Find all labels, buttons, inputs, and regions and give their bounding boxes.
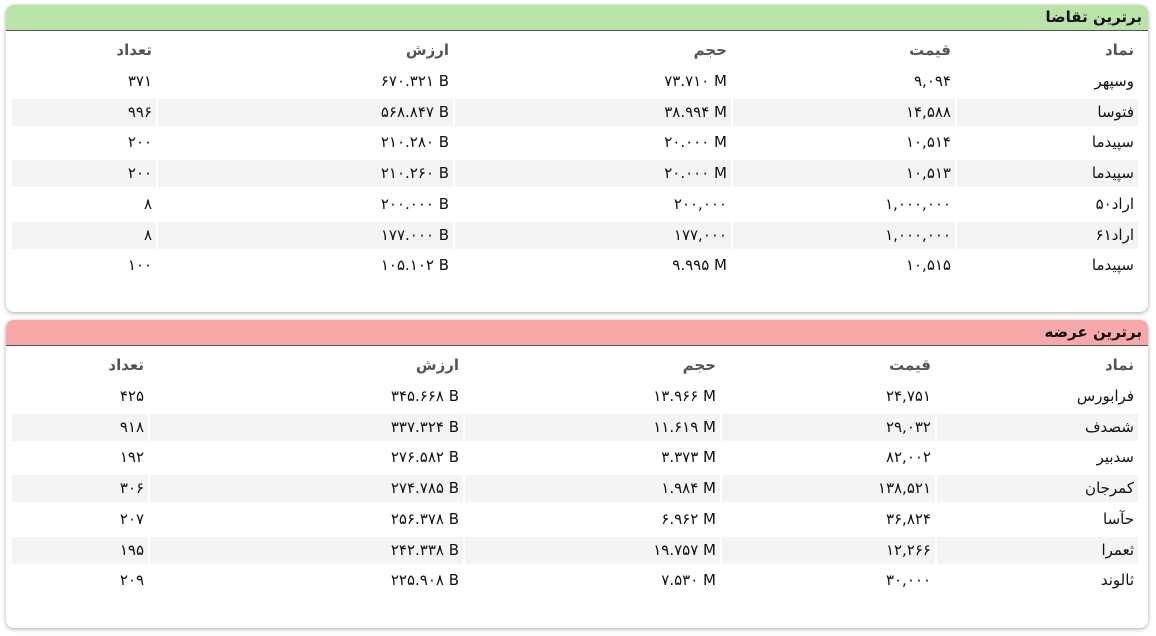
value-cell: ۱۳.۹۶۶ M (653, 387, 716, 405)
symbol-cell: ثعمرا (937, 536, 1138, 564)
symbol-cell: سپیدما (957, 160, 1138, 188)
value-cell: ۲۷۶.۵۸۲ B (390, 448, 459, 467)
value-cell: ۳۴۵.۶۶۸ B (390, 387, 459, 405)
value-cell: ۱۹۵ (12, 536, 148, 564)
table-panel: برترین عرضه نماد قیمت حجم ارزش تعداد فرابورس ۲۴… (6, 320, 1148, 628)
column-header: تعداد (108, 356, 144, 374)
value-cell: ۷۳.۷۱۰ M (664, 72, 727, 90)
value-cell: ۱۰,۵۱۴ (905, 133, 951, 152)
column-header: ارزش (415, 356, 459, 374)
column-header: قیمت (889, 356, 931, 374)
value-cell: ۵۶۸.۸۴۷ B (158, 98, 453, 126)
symbol-cell: سپیدما (1091, 256, 1134, 275)
value-cell: ۲۰۰,۰۰۰ (673, 194, 727, 213)
value-cell: ۸ (143, 194, 152, 213)
value-cell: ۲۷۴.۷۸۵ B (150, 475, 463, 503)
title-bar: برترین تقاضا (6, 5, 1148, 31)
value-cell: ۱۰۰ (127, 256, 152, 275)
value-cell: ۷.۵۳۰ M (661, 571, 716, 590)
value-cell: ۶۷۰.۳۲۱ B (380, 72, 449, 90)
symbol-cell: حآسا (1103, 509, 1134, 528)
value-cell: ۹.۹۹۵ M (672, 256, 727, 275)
value-cell: ۲۰.۰۰۰ M (664, 133, 727, 152)
value-cell: ۲۲۵.۹۰۸ B (390, 571, 459, 590)
value-cell: ۸۲,۰۰۲ (885, 448, 931, 467)
symbol-cell: فتوسا (957, 98, 1138, 126)
column-header: نماد (1104, 356, 1134, 374)
column-header: حجم (693, 41, 727, 59)
value-cell: ۹۹۶ (12, 98, 156, 126)
table-title: برترین عرضه (1044, 323, 1142, 341)
value-cell: ۱۹۲ (119, 448, 144, 467)
column-header: قیمت (909, 41, 951, 59)
value-cell: ۳۸.۹۹۴ M (455, 98, 731, 126)
value-cell: ۶.۹۶۲ M (661, 509, 716, 528)
table-panel: برترین تقاضا نماد قیمت حجم ارزش تعداد وسپهر ۹,۰… (6, 5, 1148, 312)
value-cell: ۱۷۷.۰۰۰ B (158, 221, 453, 249)
value-cell: ۱۱.۶۱۹ M (465, 413, 720, 441)
value-cell: ۲۰۷ (119, 509, 144, 528)
value-cell: ۲۱۰.۲۸۰ B (380, 133, 449, 152)
value-cell: ۲۴,۷۵۱ (885, 387, 931, 405)
value-cell: ۲۹,۰۳۲ (722, 413, 935, 441)
value-cell: ۲۰۰ (127, 133, 152, 152)
value-cell: ۱۰,۵۱۳ (733, 160, 955, 188)
value-cell: ۲۵۶.۳۷۸ B (390, 509, 459, 528)
value-cell: ۳۰۶ (12, 475, 148, 503)
symbol-cell: فرابورس (1076, 387, 1134, 405)
column-header: نماد (1104, 41, 1134, 59)
value-cell: ۱۰۵.۱۰۲ B (380, 256, 449, 275)
value-cell: ۱,۰۰۰,۰۰۰ (885, 194, 951, 213)
symbol-cell: شصدف (937, 413, 1138, 441)
value-cell: ۹۱۸ (12, 413, 148, 441)
value-cell: ۱,۰۰۰,۰۰۰ (733, 221, 955, 249)
value-cell: ۳۶,۸۲۴ (885, 509, 931, 528)
symbol-cell: وسپهر (1094, 72, 1134, 90)
column-header: تعداد (116, 41, 152, 59)
value-cell: ۱.۹۸۴ M (465, 475, 720, 503)
value-cell: ۱۷۷,۰۰۰ (455, 221, 731, 249)
value-cell: ۴۲۵ (119, 387, 144, 405)
symbol-cell: کمرجان (937, 475, 1138, 503)
value-cell: ۲۰۰.۰۰۰ B (380, 194, 449, 213)
symbol-cell: ثالوند (1100, 571, 1134, 590)
symbol-cell: سدبیر (1096, 448, 1134, 467)
value-cell: ۹,۰۹۴ (914, 72, 951, 90)
value-cell: ۱۲,۲۶۶ (722, 536, 935, 564)
value-cell: ۳۷۱ (127, 72, 152, 90)
value-cell: ۳۰,۰۰۰ (885, 571, 931, 590)
symbol-cell: اراد۶۱ (957, 221, 1138, 249)
value-cell: ۸ (12, 221, 156, 249)
value-cell: ۲۱۰.۲۶۰ B (158, 160, 453, 188)
symbol-cell: اراد۵۰ (1095, 194, 1134, 213)
title-bar: برترین عرضه (6, 320, 1148, 346)
value-cell: ۲۰۰ (12, 160, 156, 188)
value-cell: ۱۹.۷۵۷ M (465, 536, 720, 564)
column-header: حجم (682, 356, 716, 374)
value-cell: ۱۰,۵۱۵ (905, 256, 951, 275)
value-cell: ۱۴,۵۸۸ (733, 98, 955, 126)
value-cell: ۳۳۷.۳۲۴ B (150, 413, 463, 441)
value-cell: ۲۰۹ (119, 571, 144, 590)
table-title: برترین تقاضا (1045, 8, 1142, 26)
value-cell: ۳.۳۷۳ M (661, 448, 716, 467)
symbol-cell: سپیدما (1091, 133, 1134, 152)
value-cell: ۲۰.۰۰۰ M (455, 160, 731, 188)
value-cell: ۱۳۸,۵۲۱ (722, 475, 935, 503)
value-cell: ۲۴۲.۳۳۸ B (150, 536, 463, 564)
column-header: ارزش (405, 41, 449, 59)
